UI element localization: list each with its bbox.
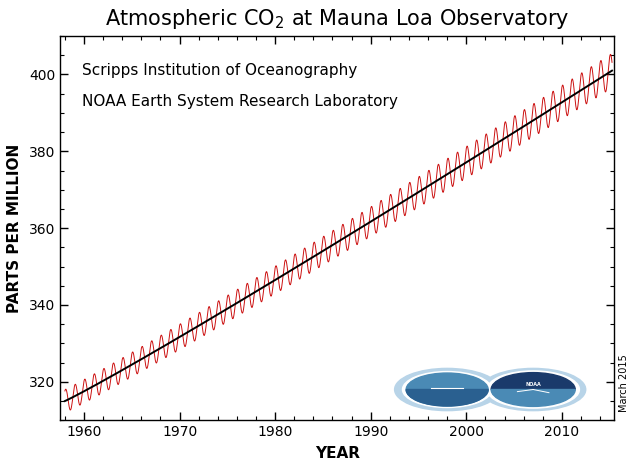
Text: Scripps Institution of Oceanography: Scripps Institution of Oceanography	[83, 63, 358, 78]
Circle shape	[395, 368, 500, 410]
Wedge shape	[491, 373, 575, 389]
Title: Atmospheric CO$_2$ at Mauna Loa Observatory: Atmospheric CO$_2$ at Mauna Loa Observat…	[105, 7, 570, 31]
Circle shape	[406, 373, 488, 406]
Y-axis label: PARTS PER MILLION: PARTS PER MILLION	[7, 144, 22, 313]
Text: NOAA: NOAA	[525, 382, 541, 387]
X-axis label: YEAR: YEAR	[315, 446, 360, 461]
Circle shape	[403, 372, 492, 408]
Text: NOAA Earth System Research Laboratory: NOAA Earth System Research Laboratory	[83, 94, 398, 109]
Wedge shape	[406, 389, 488, 406]
Circle shape	[481, 368, 586, 410]
Circle shape	[487, 371, 579, 408]
Text: March 2015: March 2015	[619, 354, 629, 412]
Wedge shape	[491, 389, 575, 406]
